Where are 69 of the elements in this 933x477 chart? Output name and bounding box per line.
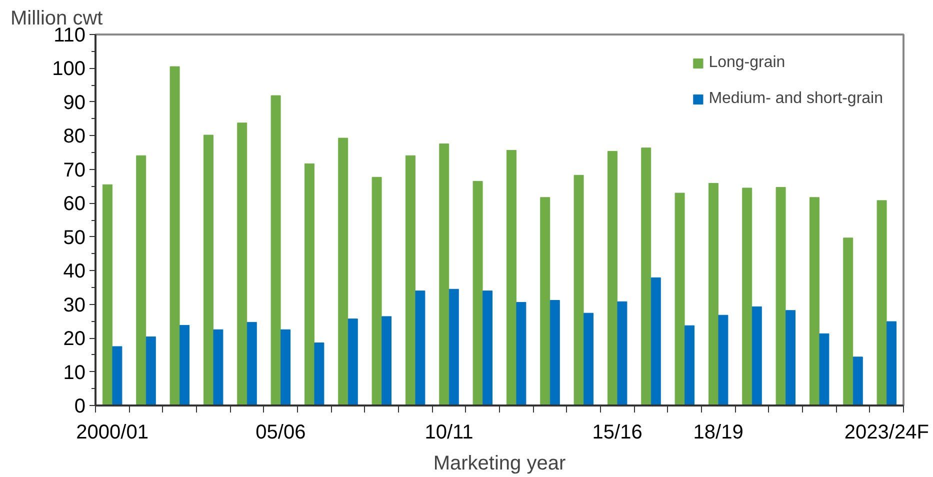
bar bbox=[886, 321, 897, 406]
bar bbox=[708, 182, 718, 406]
bar bbox=[246, 322, 257, 406]
bar bbox=[809, 197, 820, 406]
bar bbox=[102, 184, 112, 406]
bar bbox=[584, 312, 594, 406]
bar bbox=[786, 310, 796, 406]
y-tick-label: 90 bbox=[63, 92, 86, 114]
bar bbox=[280, 329, 291, 406]
bar bbox=[752, 306, 762, 406]
bar bbox=[617, 301, 628, 406]
y-tick-label: 110 bbox=[54, 24, 86, 46]
bar bbox=[650, 277, 661, 406]
bar bbox=[550, 300, 560, 406]
x-tick-label: 2000/01 bbox=[76, 422, 148, 444]
bar bbox=[415, 290, 426, 406]
bar bbox=[405, 155, 416, 406]
bar bbox=[237, 122, 248, 406]
bar bbox=[348, 318, 358, 406]
bar bbox=[338, 138, 348, 406]
x-tick-label: 10/11 bbox=[424, 422, 474, 444]
bar bbox=[843, 238, 854, 406]
bar bbox=[180, 324, 190, 406]
y-tick-label: 10 bbox=[63, 362, 86, 384]
legend-label: Medium- and short-grain bbox=[708, 90, 883, 108]
bar bbox=[203, 134, 214, 406]
bar bbox=[372, 176, 382, 406]
bar bbox=[112, 346, 122, 406]
y-tick-label: 30 bbox=[63, 294, 86, 316]
bar bbox=[674, 192, 685, 406]
x-tick-label: 18/19 bbox=[693, 422, 744, 444]
bar bbox=[472, 180, 483, 406]
x-tick-label: 05/06 bbox=[256, 422, 306, 444]
bar bbox=[170, 66, 180, 406]
bar bbox=[270, 95, 281, 406]
x-tick-label: 15/16 bbox=[592, 422, 642, 444]
bar bbox=[718, 314, 728, 406]
x-axis-title: Marketing year bbox=[433, 452, 566, 474]
bar bbox=[641, 148, 652, 406]
y-tick-label: 0 bbox=[74, 396, 86, 418]
bar bbox=[314, 342, 324, 406]
bar bbox=[852, 356, 863, 406]
bar bbox=[382, 316, 392, 406]
bar bbox=[448, 288, 459, 406]
bar bbox=[439, 144, 450, 406]
bar bbox=[540, 197, 550, 406]
legend-label: Long-grain bbox=[708, 54, 786, 72]
bar bbox=[742, 188, 752, 406]
bar bbox=[506, 150, 516, 406]
y-tick-label: 50 bbox=[63, 226, 86, 249]
bar bbox=[607, 150, 618, 406]
bar bbox=[304, 163, 314, 406]
y-tick-label: 80 bbox=[63, 126, 86, 148]
bar bbox=[876, 200, 887, 406]
bar bbox=[213, 329, 224, 406]
bar bbox=[146, 336, 156, 406]
x-tick-label: 2023/24F bbox=[844, 422, 929, 444]
y-tick-label: 60 bbox=[63, 193, 86, 216]
bar bbox=[574, 174, 584, 406]
y-tick-label: 40 bbox=[63, 260, 86, 283]
bar bbox=[482, 290, 493, 406]
bar bbox=[776, 187, 786, 406]
bar bbox=[516, 302, 526, 406]
y-tick-label: 20 bbox=[63, 328, 86, 350]
bar bbox=[819, 333, 830, 406]
bar bbox=[684, 325, 695, 406]
bar bbox=[136, 155, 146, 406]
y-tick-label: 100 bbox=[52, 58, 86, 80]
y-tick-label: 70 bbox=[63, 159, 86, 182]
